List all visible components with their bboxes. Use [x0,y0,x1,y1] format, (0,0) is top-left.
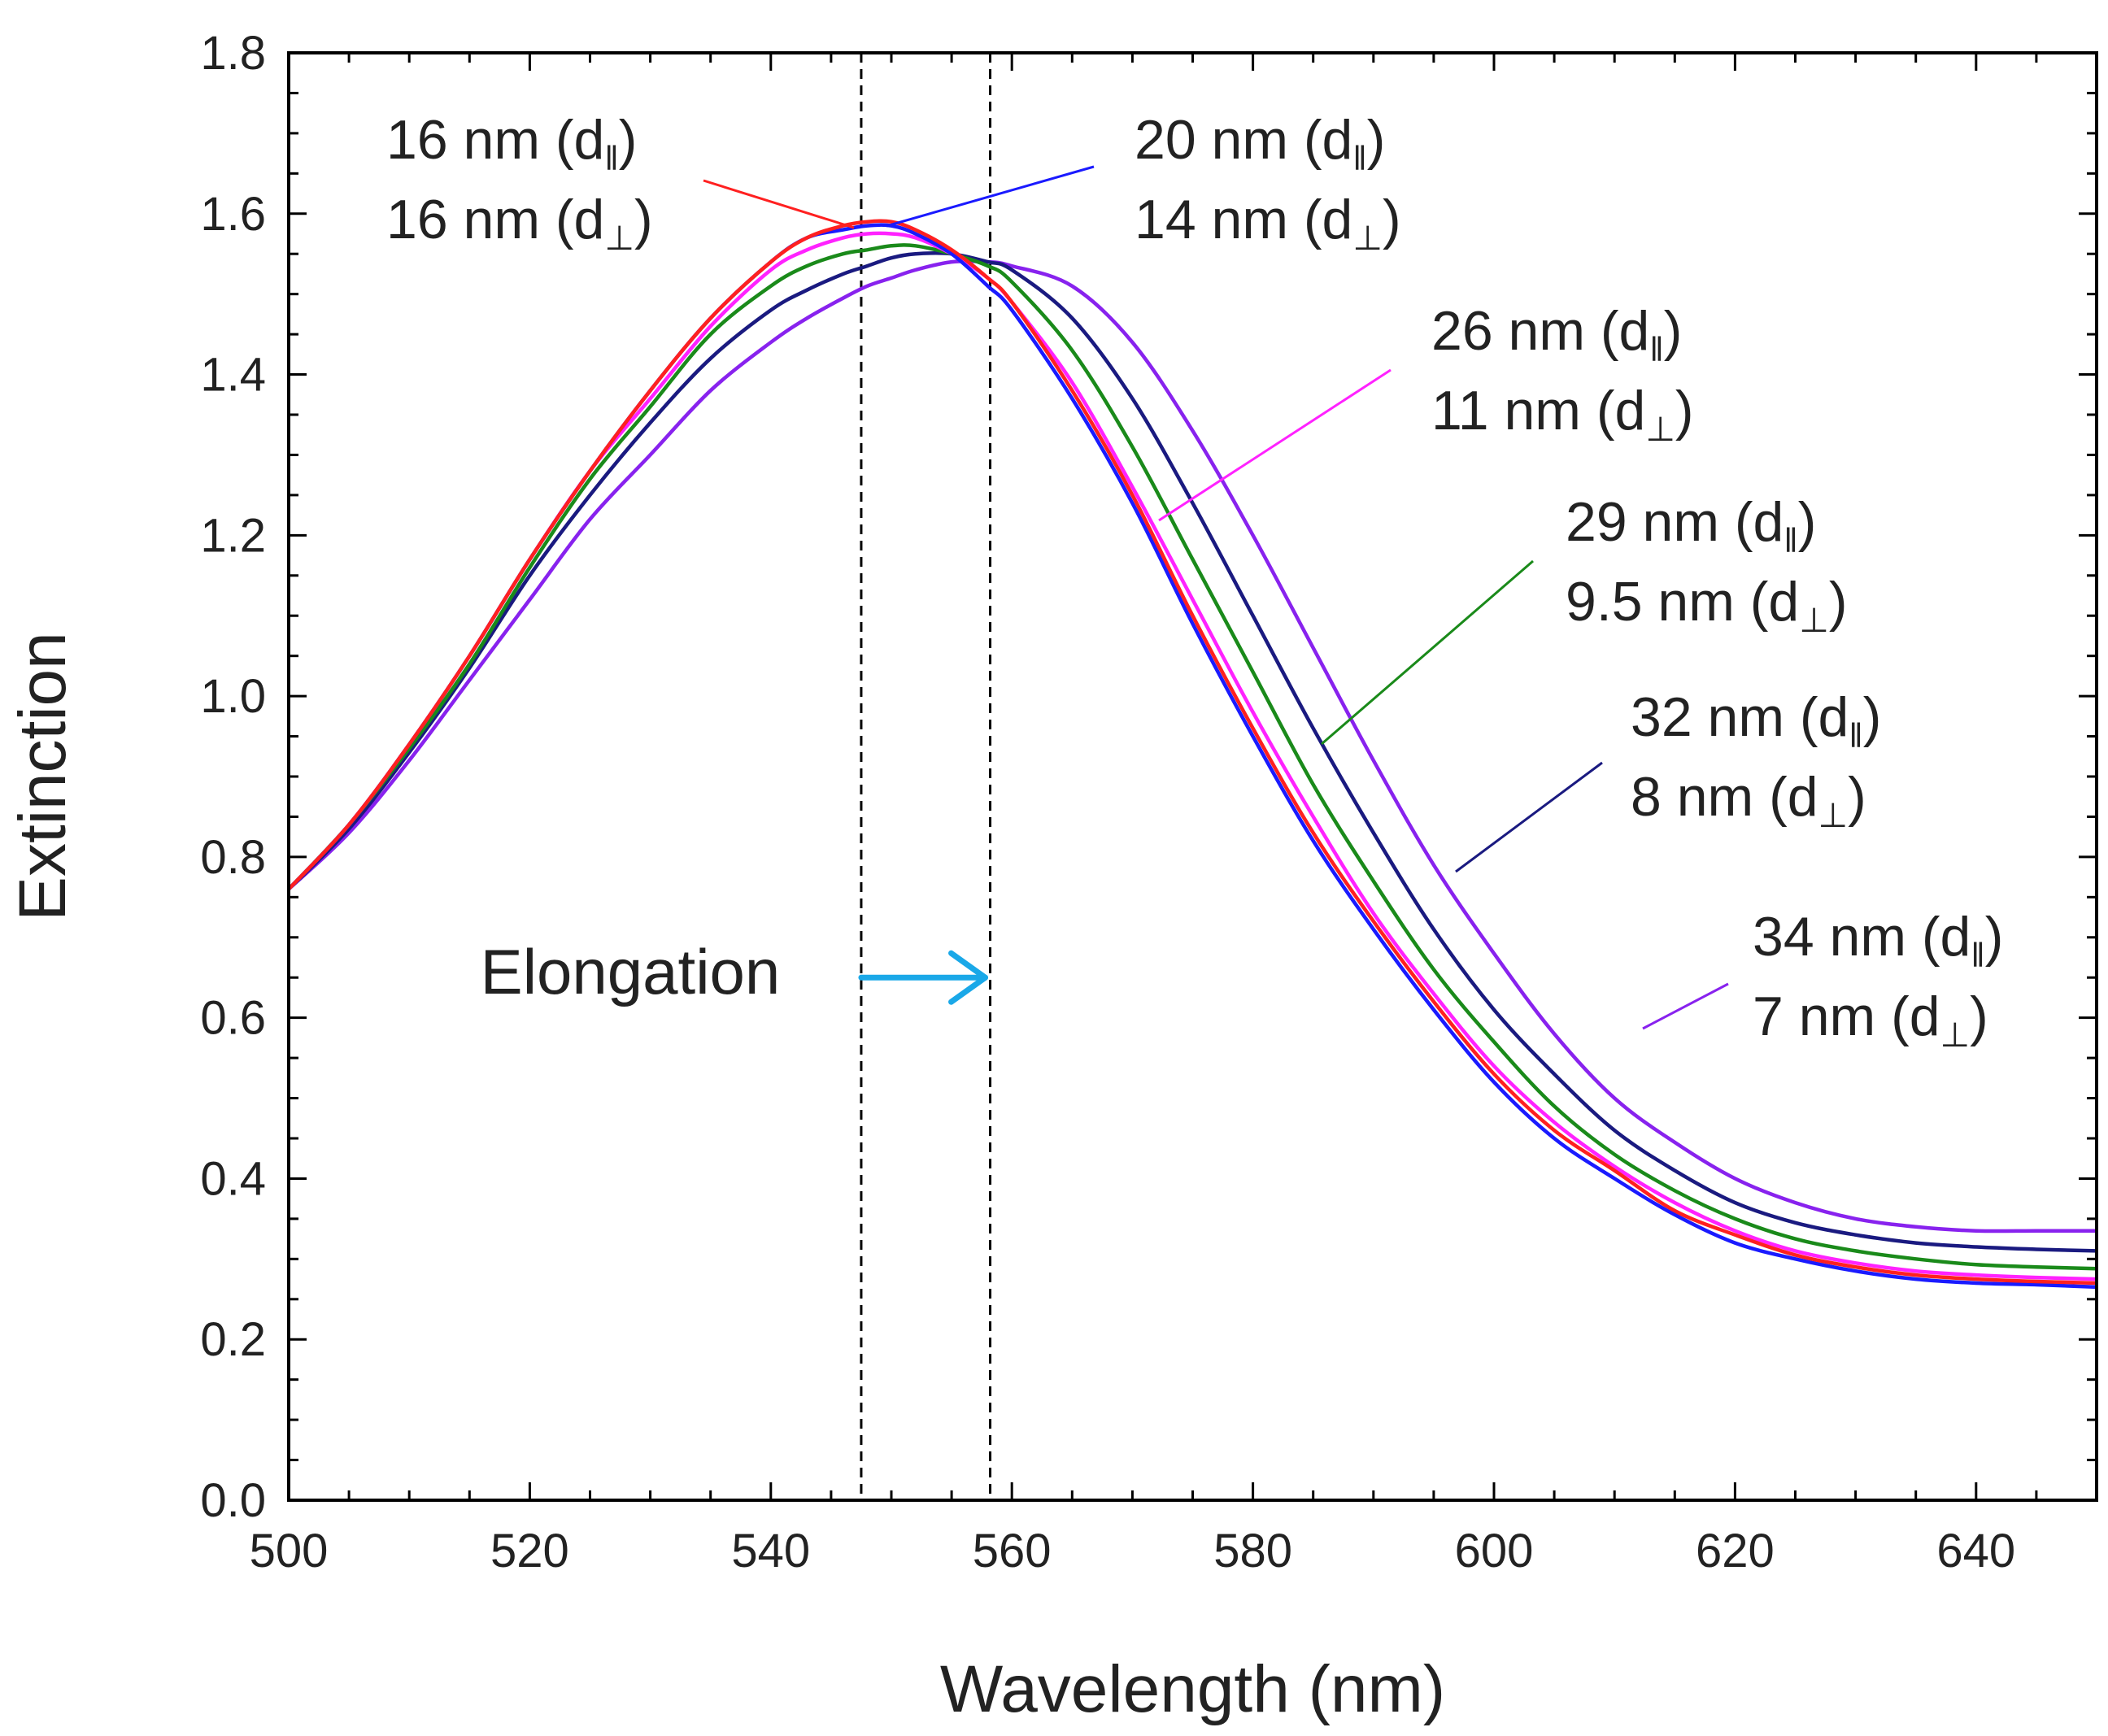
x-tick-label: 560 [973,1525,1052,1577]
y-tick-label: 0.6 [200,992,266,1045]
plot-frame [287,51,2098,1502]
series-line [287,223,2097,1290]
legend-leader-line [703,179,855,229]
legend-line-perpendicular: 14 nm (d⊥) [1135,189,1401,257]
x-tick-label: 640 [1936,1525,2015,1577]
series-line [287,231,2097,1281]
y-tick-label: 1.2 [200,509,266,562]
elongation-annotation: Elongation [481,936,989,1007]
legend-line-perpendicular: 7 nm (d⊥) [1753,985,1988,1054]
x-tick-label: 520 [490,1525,569,1577]
legend-leader-line [1642,982,1729,1030]
series-line [287,251,2097,1253]
legend-line-perpendicular: 9.5 nm (d⊥) [1566,571,1848,639]
legend-line-parallel: 29 nm (d‖) [1566,491,1816,559]
x-tick-label: 620 [1696,1525,1775,1577]
legend-entry: 29 nm (d‖) 9.5 nm (d⊥) [1566,491,1848,639]
y-tick-label: 1.4 [200,349,266,402]
x-tick-label: 600 [1455,1525,1534,1577]
x-tick-label: 540 [731,1525,810,1577]
y-tick-label: 1.0 [200,670,266,723]
y-tick-label: 0.2 [200,1313,266,1366]
x-tick-label: 580 [1213,1525,1292,1577]
legend-line-perpendicular: 8 nm (d⊥) [1631,766,1866,834]
y-tick-label: 0.0 [200,1474,266,1527]
reference-lines [860,53,992,1500]
legend-entry: 16 nm (d‖) 16 nm (d⊥) [386,109,653,257]
series-line [287,259,2097,1233]
legend-leader-line [1321,559,1534,746]
legend-leader-line [1455,761,1603,873]
y-tick-labels: 0.0 0.2 0.4 0.6 0.8 1.0 1.2 1.4 1.6 1.8 [200,27,266,1527]
legend-line-parallel: 20 nm (d‖) [1135,109,1385,177]
y-tick-label: 1.6 [200,188,266,241]
legend-entry: 32 nm (d‖) 8 nm (d⊥) [1631,686,1881,834]
legend-leader-line [1158,368,1392,522]
y-axis-title: Extinction [6,632,80,921]
y-tick-label: 0.8 [200,831,266,884]
x-tick-labels: 500 520 540 560 580 600 620 640 [250,1525,2016,1577]
elongation-label: Elongation [481,936,781,1007]
elongation-arrow-head [948,950,989,1005]
legend-leader-lines [703,165,1729,1030]
series-lines [287,219,2097,1290]
legend-line-parallel: 32 nm (d‖) [1631,686,1881,755]
legend-line-perpendicular: 11 nm (d⊥) [1431,380,1694,448]
legend-line-parallel: 16 nm (d‖) [386,109,637,177]
legend-leader-line [886,165,1095,228]
legend-line-parallel: 26 nm (d‖) [1431,300,1682,368]
legend-line-parallel: 34 nm (d‖) [1753,906,2003,974]
legend-line-perpendicular: 16 nm (d⊥) [386,189,653,257]
y-tick-label: 0.4 [200,1152,266,1205]
legend-entry: 34 nm (d‖) 7 nm (d⊥) [1753,906,2003,1054]
axis-ticks [287,51,2098,1502]
x-tick-label: 500 [250,1525,329,1577]
y-tick-label: 1.8 [200,27,266,80]
series-line [287,243,2097,1271]
legend-labels: 16 nm (d‖) 16 nm (d⊥) 20 nm (d‖) 14 nm (d⊥)… [386,109,2003,1054]
legend-entry: 26 nm (d‖) 11 nm (d⊥) [1431,300,1694,448]
series-line [287,219,2097,1286]
x-axis-title: Wavelength (nm) [940,1652,1445,1726]
legend-entry: 20 nm (d‖) 14 nm (d⊥) [1135,109,1401,257]
